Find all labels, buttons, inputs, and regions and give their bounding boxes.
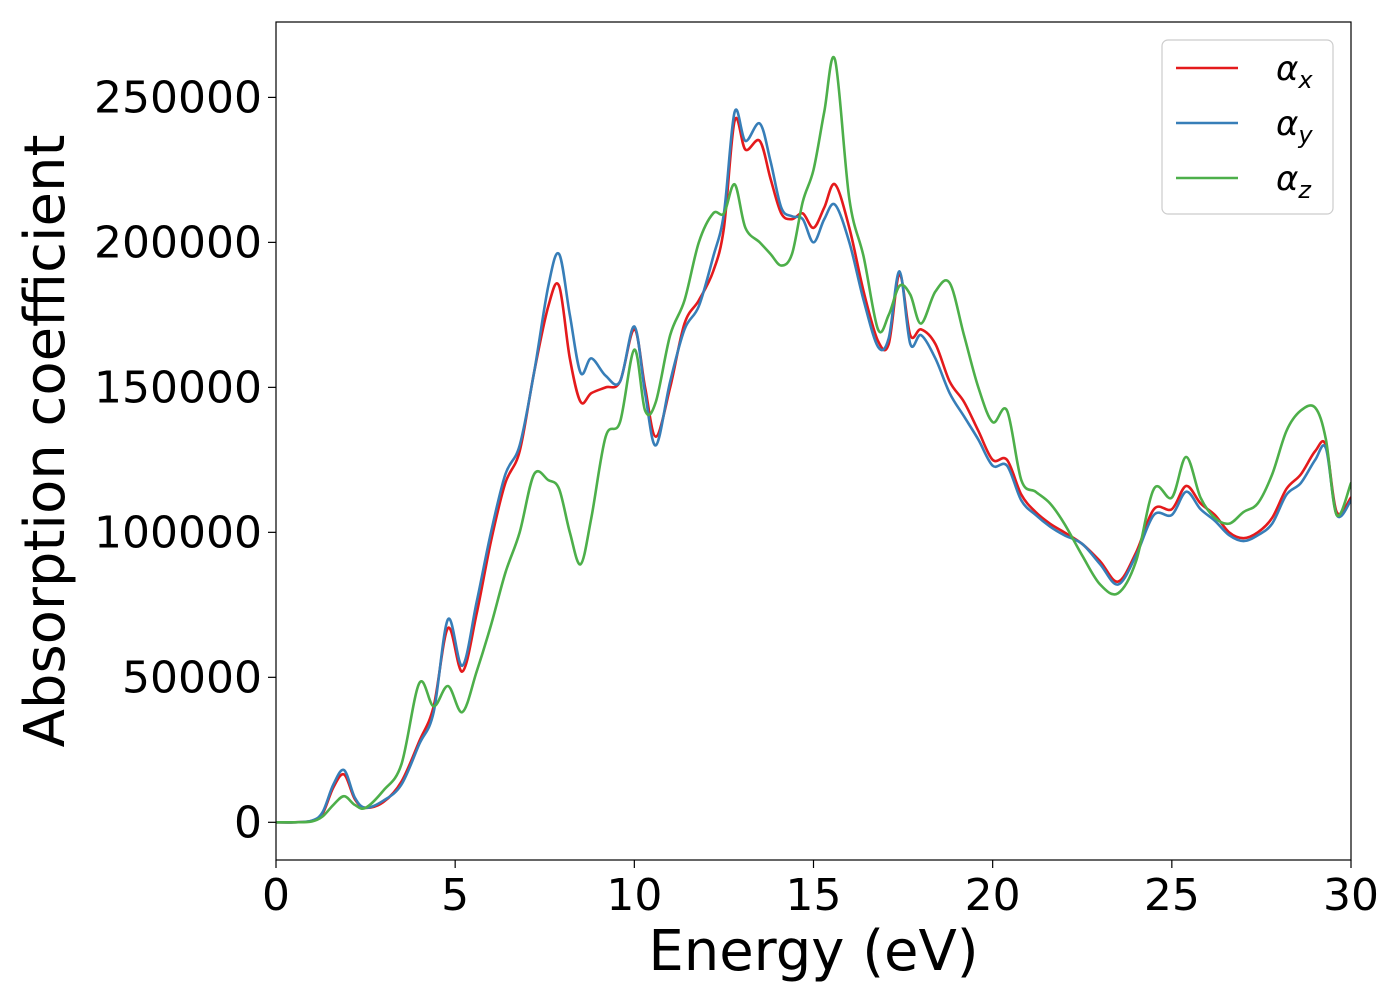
legend-label-x: αx [1276,49,1313,94]
y-tick-label: 100000 [94,507,262,558]
series-line-y [276,108,1351,824]
y-tick-label: 250000 [94,72,262,123]
series-lines [276,55,1351,824]
x-axis: 0 5 10 15 20 25 30 [262,860,1379,921]
y-axis: 0 50000 100000 150000 200000 250000 [94,72,276,848]
series-line-z [276,55,1351,824]
x-tick-label: 15 [786,870,842,921]
y-tick-label: 200000 [94,217,262,268]
x-tick-label: 10 [606,870,662,921]
y-tick-label: 50000 [122,652,262,703]
y-tick-label: 0 [234,797,262,848]
x-tick-label: 30 [1323,870,1379,921]
legend-label-z: αz [1276,159,1312,204]
x-tick-label: 25 [1144,870,1200,921]
y-axis-label: Absorption coefficient [13,135,78,748]
x-tick-label: 5 [441,870,469,921]
x-tick-label: 0 [262,870,290,921]
x-axis-label: Energy (eV) [648,919,978,984]
legend: αx αy αz [1161,39,1334,215]
x-tick-label: 20 [965,870,1021,921]
legend-box [1161,39,1334,215]
y-tick-label: 150000 [94,362,262,413]
legend-label-y: αy [1276,104,1313,149]
series-line-x [276,116,1351,824]
